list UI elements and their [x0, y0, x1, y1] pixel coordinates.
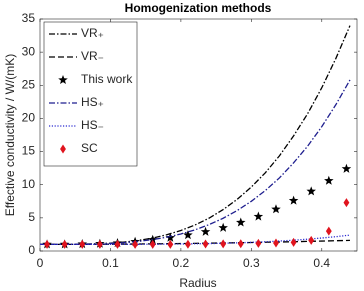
data-point — [288, 195, 299, 205]
y-tick-label: 0 — [28, 243, 35, 257]
data-point — [202, 239, 209, 249]
data-point — [236, 217, 246, 227]
y-tick-label: 35 — [22, 11, 36, 25]
data-point — [237, 239, 244, 249]
data-point — [96, 239, 103, 249]
y-tick-label: 15 — [22, 144, 36, 158]
data-point — [324, 175, 334, 185]
legend-label: HS₊ — [81, 95, 104, 109]
data-point — [183, 230, 193, 240]
x-axis-label: Radius — [179, 276, 216, 290]
legend-label: SC — [81, 141, 98, 155]
legend-label: VR₋ — [81, 49, 104, 63]
data-point — [308, 235, 315, 245]
data-point — [218, 222, 228, 232]
data-point — [255, 238, 262, 248]
data-point — [167, 239, 174, 249]
plot-frame — [39, 18, 358, 252]
legend-swatch — [58, 75, 68, 85]
series-line — [40, 79, 351, 246]
legend-swatch — [60, 144, 66, 154]
y-tick-label: 30 — [22, 44, 36, 58]
x-tick-label: 0 — [37, 256, 44, 270]
legend-label: HS₋ — [81, 118, 104, 132]
data-point — [271, 204, 281, 214]
y-tick-label: 10 — [22, 177, 36, 191]
x-tick-label: 0.4 — [313, 256, 330, 270]
data-point — [220, 239, 227, 249]
data-point — [149, 239, 156, 249]
data-point — [273, 238, 279, 248]
y-tick-label: 25 — [22, 77, 36, 91]
x-tick-label: 0.2 — [173, 256, 190, 270]
data-point — [132, 239, 139, 249]
y-tick-label: 20 — [22, 111, 36, 125]
legend-label: This work — [81, 72, 133, 86]
chart-title: Homogenization methods — [125, 1, 272, 15]
data-point — [306, 186, 316, 196]
legend-label: VR₊ — [81, 26, 104, 40]
series-line — [40, 234, 351, 246]
data-point — [61, 239, 68, 249]
y-axis-label: Effective conductivity / W/(mK) — [3, 54, 17, 217]
data-point — [325, 226, 332, 236]
data-point — [253, 211, 264, 221]
data-point — [343, 198, 350, 208]
data-point — [185, 239, 191, 249]
y-tick-label: 5 — [28, 210, 35, 224]
data-point — [165, 232, 176, 242]
x-tick-label: 0.1 — [102, 256, 119, 270]
legend-box — [43, 21, 138, 167]
data-point — [79, 239, 86, 249]
data-point — [290, 237, 297, 247]
data-point — [44, 239, 50, 249]
x-tick-label: 0.3 — [243, 256, 260, 270]
data-point — [200, 226, 211, 236]
data-point — [114, 239, 121, 249]
data-point — [341, 163, 352, 173]
